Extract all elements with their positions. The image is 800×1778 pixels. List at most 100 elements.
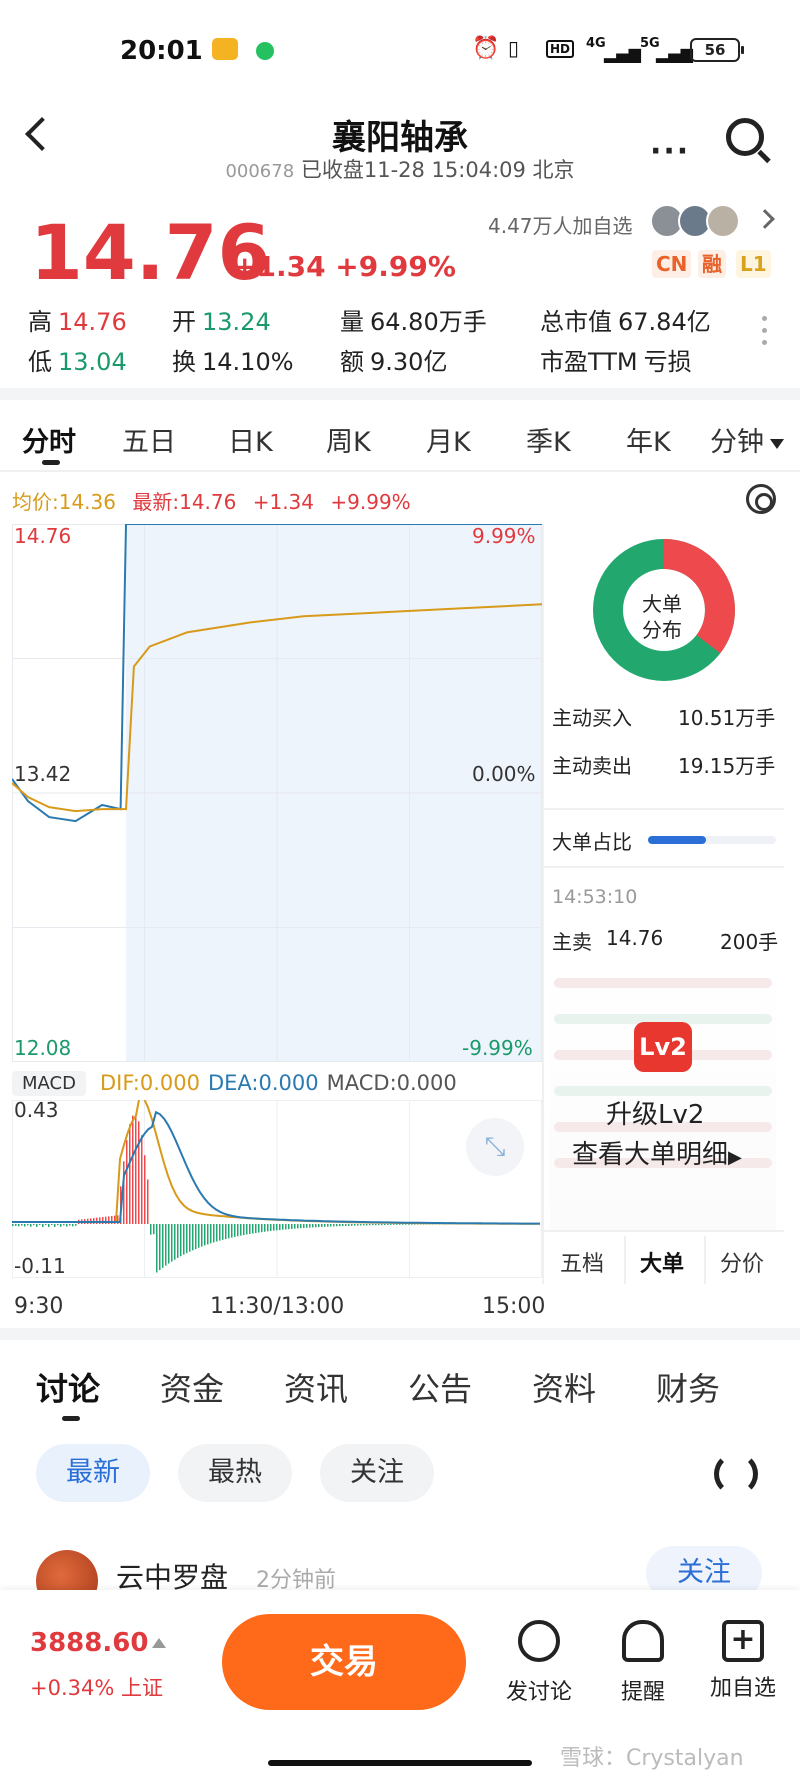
chevron-right-icon[interactable] [755,209,775,229]
macd-bar [333,1224,335,1227]
stat-pe-ttm: 市盈TTM 亏损 [540,348,692,376]
upgrade-lv2-text[interactable]: 升级Lv2 [606,1100,705,1130]
big-order-donut[interactable] [590,536,738,684]
badge-l1[interactable]: L1 [736,250,771,278]
filter-latest[interactable]: 最新 [36,1444,150,1502]
tab-announcements[interactable]: 公告 [408,1370,473,1408]
macd-bar [369,1224,371,1226]
macd-bar [186,1224,188,1254]
expand-stats-icon[interactable] [762,316,768,352]
tab-quarterly-k[interactable]: 季K [526,427,571,458]
view-big-order-detail[interactable]: 查看大单明细▶ [572,1140,742,1170]
tab-capital[interactable]: 资金 [160,1370,225,1408]
tab-yearly-k[interactable]: 年K [626,427,671,458]
macd-bar [99,1217,101,1224]
macd-border [12,1100,542,1278]
macd-bar [258,1224,260,1233]
macd-bar [57,1224,59,1226]
macd-bar [399,1224,401,1225]
tab-price-distribution[interactable]: 分价 [720,1252,765,1277]
index-value[interactable]: 3888.60 [30,1628,149,1658]
tab-discussion[interactable]: 讨论 [36,1370,101,1408]
macd-bar [387,1224,389,1225]
macd-label[interactable]: MACD [12,1070,86,1096]
tab-monthly-k[interactable]: 月K [426,427,471,458]
macd-bar [300,1224,302,1229]
tab-weekly-k[interactable]: 周K [326,427,371,458]
status-time: 20:01 [120,36,203,66]
lv2-badge[interactable]: Lv2 [634,1022,692,1072]
macd-bar [267,1224,269,1232]
watchers-count[interactable]: 4.47万人加自选 [488,214,633,238]
intraday-chart[interactable] [12,524,542,1062]
macd-bar [123,1161,125,1224]
macd-bar [174,1224,176,1260]
tab-profile[interactable]: 资料 [532,1370,597,1408]
macd-chart[interactable] [12,1100,542,1278]
macd-bar [396,1224,398,1225]
macd-bar [423,1224,425,1225]
tab-daily-k[interactable]: 日K [228,427,273,458]
filter-following[interactable]: 关注 [320,1444,434,1502]
tab-order-book[interactable]: 五档 [560,1252,605,1277]
macd-bar [183,1224,185,1255]
alert-button[interactable]: 提醒 [598,1620,688,1706]
chart-info-line: 均价:14.36 最新:14.76 +1.34 +9.99% [12,486,411,515]
signal-bars-icon: ▂▄▆ [604,44,641,63]
tab-intraday[interactable]: 分时 [22,427,76,458]
chart-settings-icon[interactable] [746,484,776,514]
status-bar: 20:01 ⏰ ▯ HD 4G ▂▄▆ 5G ▂▄▆ 56 [0,0,800,100]
macd-bar [147,1179,149,1224]
index-up-arrow-icon [152,1638,166,1648]
macd-bar [168,1224,170,1264]
refresh-icon[interactable] [714,1452,758,1496]
stock-code: 000678 [225,161,295,182]
market-status: 已收盘11-28 15:04:09 北京 [300,158,575,182]
trade-button[interactable]: 交易 [222,1614,466,1710]
macd-bar [39,1224,41,1226]
badge-margin[interactable]: 融 [698,250,726,278]
hd-icon: HD [546,40,575,58]
tab-big-order[interactable]: 大单 [640,1252,685,1277]
tab-financials[interactable]: 财务 [656,1370,721,1408]
divider [544,808,784,810]
macd-bar [288,1224,290,1230]
macd-bar [324,1224,326,1227]
filter-hot[interactable]: 最热 [178,1444,292,1502]
tab-minute[interactable]: 分钟 [710,420,784,459]
search-icon[interactable] [726,118,764,156]
divider [704,1236,706,1284]
trade-price: 14.76 [606,926,664,950]
macd-bar [132,1115,134,1224]
home-indicator[interactable] [268,1760,532,1766]
stat-low: 低 13.04 [28,348,127,376]
macd-bar [384,1224,386,1226]
y-label-mid-pct: 0.00% [472,762,536,786]
big-order-ratio-fill [648,836,706,844]
watcher-avatars[interactable] [650,204,746,240]
post-discussion-button[interactable]: 发讨论 [494,1620,584,1706]
expand-chart-icon[interactable]: ⤡ [466,1118,524,1176]
tab-news[interactable]: 资讯 [284,1370,349,1408]
macd-bar [273,1224,275,1231]
signal-bars-2-icon: ▂▄▆ [656,44,693,63]
macd-bar [291,1224,293,1229]
stock-name: 襄阳轴承 [332,118,468,158]
tab-five-day[interactable]: 五日 [122,427,176,458]
active-tab-indicator [42,460,60,465]
donut-buy-segment [593,539,735,681]
index-change[interactable]: +0.34% 上证 [30,1676,163,1700]
macd-bar [342,1224,344,1227]
more-options-icon[interactable]: ··· [650,134,691,169]
macd-bar [108,1216,110,1224]
macd-bar [327,1224,329,1227]
macd-bar [234,1224,236,1237]
macd-bar [330,1224,332,1227]
add-watchlist-button[interactable]: + 加自选 [709,1620,776,1701]
macd-bar [105,1216,107,1224]
badge-cn[interactable]: CN [652,250,692,278]
post-username[interactable]: 云中罗盘 [116,1561,229,1594]
macd-bar [339,1224,341,1227]
macd-dea: DEA:0.000 [207,1071,319,1095]
active-buy-label: 主动买入 [552,706,632,730]
